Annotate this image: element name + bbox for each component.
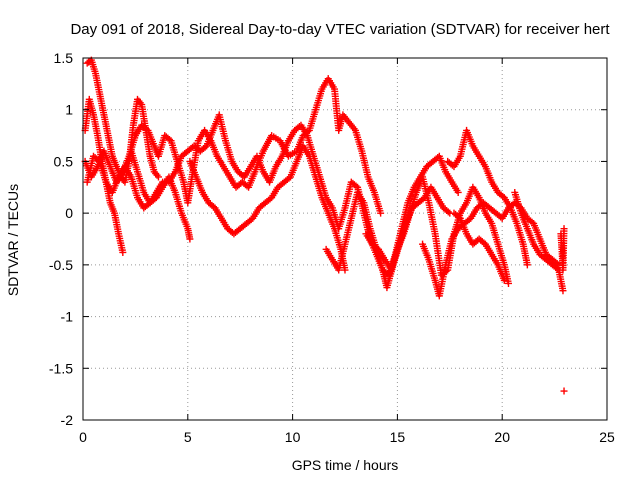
x-tick-label: 15 [390, 429, 406, 445]
x-axis-label: GPS time / hours [292, 457, 399, 473]
data-point [553, 265, 561, 273]
x-axis-ticks: 0 5 10 15 20 25 [79, 58, 615, 445]
y-axis-label: SDTVAR / TECUs [5, 184, 21, 296]
data-point [201, 143, 209, 151]
data-point [444, 208, 452, 216]
x-tick-label: 0 [79, 429, 87, 445]
y-tick-label: -2 [61, 412, 74, 428]
data-point [142, 125, 150, 133]
data-point [165, 135, 173, 143]
data-point [186, 235, 194, 243]
data-point [285, 174, 293, 182]
x-tick-label: 20 [494, 429, 510, 445]
y-tick-label: -1 [61, 309, 74, 325]
x-tick-label: 5 [184, 429, 192, 445]
y-tick-label: 1.5 [54, 50, 74, 66]
data-point [377, 209, 385, 217]
data-points [81, 56, 568, 395]
y-axis-ticks: -2 -1.5 -1 -0.5 0 0.5 1 1.5 [49, 50, 607, 428]
data-point [119, 248, 127, 256]
data-point [154, 173, 162, 181]
y-tick-label: -1.5 [49, 360, 73, 376]
plot-frame [82, 57, 608, 421]
data-point [94, 156, 102, 164]
data-point [455, 213, 463, 221]
chart-title: Day 091 of 2018, Sidereal Day-to-day VTE… [70, 21, 610, 38]
data-point [341, 266, 349, 274]
x-tick-label: 10 [285, 429, 301, 445]
y-tick-label: 1 [65, 102, 73, 118]
data-point [352, 182, 360, 190]
y-tick-label: -0.5 [49, 257, 73, 273]
x-tick-label: 25 [599, 429, 615, 445]
data-point [560, 387, 568, 395]
data-point [500, 276, 508, 284]
data-point [454, 188, 462, 196]
data-point [523, 261, 531, 269]
data-point [528, 218, 536, 226]
y-tick-label: 0 [65, 205, 73, 221]
y-tick-label: 0.5 [54, 153, 74, 169]
data-point [504, 279, 512, 287]
data-point [560, 225, 568, 233]
data-point [559, 287, 567, 295]
